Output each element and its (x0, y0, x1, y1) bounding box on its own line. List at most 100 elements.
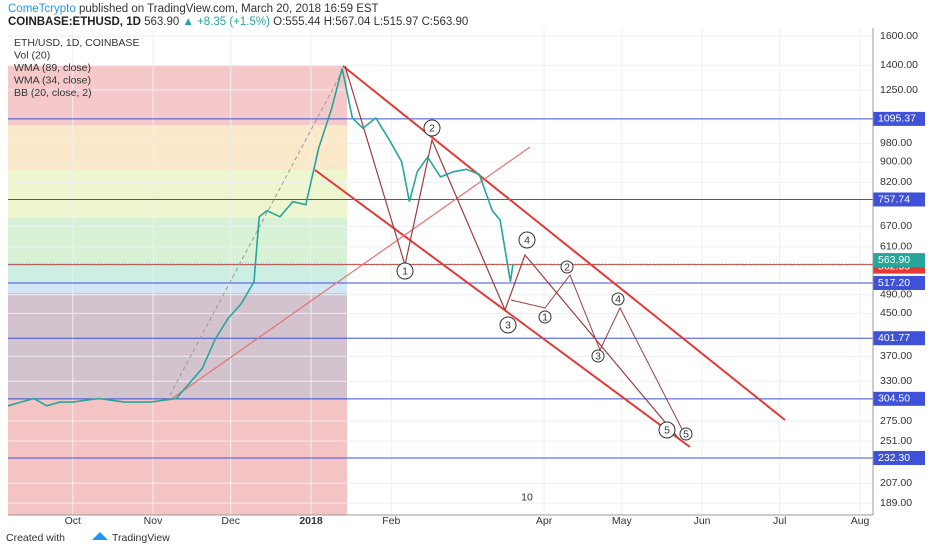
levels: 1095.37757.74562.55517.20401.77304.50232… (8, 111, 925, 466)
fib-diagonal (169, 65, 346, 396)
open: O:555.44 (273, 16, 321, 28)
wave-major (344, 65, 681, 441)
y-tick-label: 189.00 (880, 497, 912, 509)
x-tick-label: May (612, 515, 633, 527)
last-price-label: 563.90 (878, 254, 910, 266)
series (7, 68, 514, 407)
legend-item: Vol (20) (14, 49, 50, 61)
x-tick-label: Feb (382, 515, 400, 527)
x-tick-label: Jun (694, 515, 711, 527)
symbol: COINBASE:ETHUSD, 1D (8, 16, 141, 28)
x-tick-label: Jul (773, 515, 786, 527)
last: 563.90 (144, 16, 179, 28)
wave-label: 1 (402, 265, 408, 277)
grid (8, 28, 873, 515)
x-tick-label: Oct (65, 515, 81, 527)
level-label: 401.77 (878, 332, 910, 344)
y-tick-label: 251.00 (880, 435, 912, 447)
level-label: 517.20 (878, 277, 910, 289)
y-tick-label: 207.00 (880, 477, 912, 489)
y-tick-label: 980.00 (880, 137, 912, 149)
level-tag (873, 331, 925, 346)
wave-label: 1 (542, 311, 548, 323)
x-tick-label: Nov (144, 515, 163, 527)
legend-item: WMA (89, close) (14, 62, 91, 74)
y-tick-label: 1600.00 (880, 30, 918, 42)
y-tick-label: 490.00 (880, 289, 912, 301)
published: published on TradingView.com, March 20, … (79, 3, 379, 15)
wave-circle (499, 316, 517, 334)
wave-circle (396, 262, 414, 280)
level-tag (873, 275, 925, 290)
legend-item: ETH/USD, 1D, COINBASE (14, 37, 139, 49)
drawings (169, 65, 786, 448)
y-tick-label: 330.00 (880, 375, 912, 387)
legend-item: BB (20, close, 2) (14, 87, 92, 99)
fib-zones (8, 66, 347, 515)
wave-label: 2 (429, 122, 435, 134)
footer-brand: TradingView (112, 532, 170, 544)
y-tick-label: 900.00 (880, 156, 912, 168)
header-line-1: ComeTcrypto published on TradingView.com… (8, 3, 379, 15)
wave-circle (679, 427, 693, 441)
wave-circle (611, 292, 625, 306)
fib-zone (8, 293, 347, 400)
wave-label: 4 (524, 234, 530, 246)
logo (92, 532, 108, 540)
level-tag (873, 391, 925, 406)
y-tick-label: 1250.00 (880, 84, 918, 96)
level-label: 304.50 (878, 393, 910, 405)
wave-circle (538, 310, 552, 324)
wave-label: 10 (521, 491, 533, 503)
change: ▲ +8.35 (+1.5%) (183, 16, 271, 28)
fib-zone (8, 125, 347, 170)
y-tick-label: 370.00 (880, 350, 912, 362)
level-tag (873, 451, 925, 466)
header-line-2: COINBASE:ETHUSD, 1D 563.90 ▲ +8.35 (+1.5… (8, 16, 468, 28)
y-tick-label: 275.00 (880, 415, 912, 427)
wave-label: 5 (664, 424, 670, 436)
fib-zone (8, 170, 347, 218)
channel-upper (342, 65, 786, 421)
level-tag (873, 192, 925, 207)
x-tick-label: 2018 (299, 515, 323, 527)
low: L:515.97 (374, 16, 419, 28)
wave-label: 3 (595, 350, 601, 362)
y-tick-label: 1400.00 (880, 59, 918, 71)
axis-labels: 1600.00 1400.00 1250.00 980.00 900.00 820.00 6… (65, 30, 919, 527)
last-price-tag (873, 253, 925, 268)
fib-zone (8, 262, 347, 282)
footer-created: Created with (6, 532, 65, 544)
fib-zone (8, 282, 347, 293)
level-label: 232.30 (878, 452, 910, 464)
author: ComeTcrypto (8, 3, 76, 15)
wave-circle (518, 231, 536, 249)
wave-circle (591, 349, 605, 363)
wave-circle (560, 260, 574, 274)
fib-zone (8, 400, 347, 515)
y-tick-label: 610.00 (880, 241, 912, 253)
level-tag (873, 111, 925, 126)
x-tick-label: Dec (221, 515, 240, 527)
y-tick-label: 820.00 (880, 176, 912, 188)
wave-label: 3 (505, 319, 511, 331)
x-tick-label: Apr (536, 515, 553, 527)
fib-zone (8, 66, 347, 125)
price-line (7, 68, 514, 407)
wave-circle (658, 421, 676, 439)
wave-label: 5 (683, 428, 689, 440)
high: H:567.04 (324, 16, 371, 28)
y-tick-label: 450.00 (880, 307, 912, 319)
x-tick-label: Aug (851, 515, 870, 527)
annotations: 1 2 3 4 5 1 2 3 4 5 10 (396, 119, 693, 503)
channel-lower (314, 169, 691, 448)
close: C:563.90 (422, 16, 469, 28)
y-tick-label: 670.00 (880, 220, 912, 232)
level-label: 1095.37 (878, 113, 916, 125)
wave-label: 4 (615, 293, 621, 305)
wave-circle (423, 119, 441, 137)
legend-item: WMA (34, close) (14, 74, 91, 86)
